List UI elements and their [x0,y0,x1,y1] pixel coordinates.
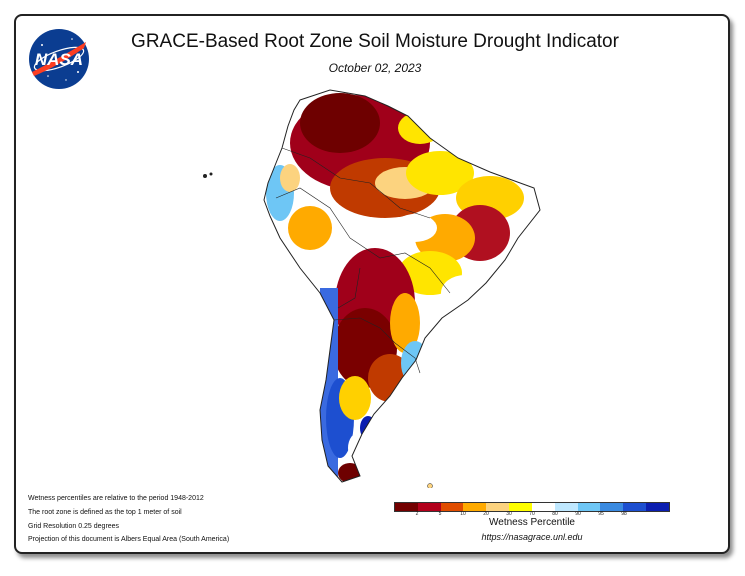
legend-tick-label: 98 [621,511,627,517]
nasa-logo: NASA [29,29,89,89]
legend-ticks: 2 5 10 20 30 70 80 90 95 98 [394,511,670,519]
legend-swatch [440,503,464,511]
legend-swatch [531,503,555,511]
note-line: Projection of this document is Albers Eq… [28,536,230,544]
map-date: October 02, 2023 [328,61,422,75]
legend-swatch [463,503,487,511]
legend-swatch [395,503,418,511]
legend-title: Wetness Percentile [489,517,575,528]
legend-tick-label: 70 [529,511,535,517]
map-title: GRACE-Based Root Zone Soil Moisture Drou… [131,31,619,52]
legend-color-bar [394,502,670,512]
legend-tick-label: 20 [483,511,489,517]
legend-tick-label: 90 [575,511,581,517]
legend-swatch [623,503,647,511]
map-notes: Wetness percentiles are relative to the … [28,492,229,547]
legend-tick-label: 5 [438,511,442,517]
note-line: The root zone is defined as the top 1 me… [28,508,182,516]
legend-swatch [509,503,532,511]
note-line: Wetness percentiles are relative to the … [28,495,204,502]
note-line: Grid Resolution 0.25 degrees [28,522,120,530]
nasa-logo-text: NASA [35,50,83,69]
legend-swatch [646,503,669,511]
source-url: https://nasagrace.unl.edu [481,532,583,542]
legend-tick-label: 95 [598,511,604,517]
legend-tick-label: 30 [506,511,512,517]
legend-swatch [417,503,441,511]
legend-tick-label: 2 [415,511,419,517]
south-america-map [203,89,541,488]
legend-tick-label: 10 [460,511,466,517]
legend-swatch [577,503,601,511]
legend-swatch [600,503,624,511]
legend-tick-label: 80 [552,511,558,517]
legend-swatch [486,503,510,511]
legend-swatch [554,503,578,511]
